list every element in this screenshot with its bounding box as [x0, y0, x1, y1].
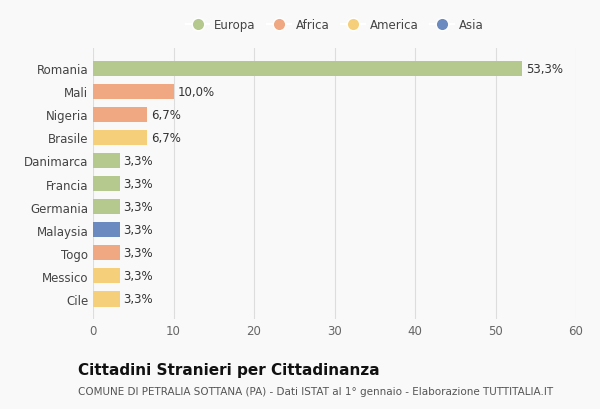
Bar: [93, 292, 119, 307]
Text: 3,3%: 3,3%: [124, 270, 153, 283]
Text: COMUNE DI PETRALIA SOTTANA (PA) - Dati ISTAT al 1° gennaio - Elaborazione TUTTIT: COMUNE DI PETRALIA SOTTANA (PA) - Dati I…: [78, 387, 553, 396]
Bar: [93, 200, 119, 215]
Text: 53,3%: 53,3%: [526, 62, 563, 75]
Text: 3,3%: 3,3%: [124, 155, 153, 168]
Bar: [93, 153, 119, 169]
Text: 6,7%: 6,7%: [151, 108, 181, 121]
Text: 3,3%: 3,3%: [124, 293, 153, 306]
Text: 3,3%: 3,3%: [124, 200, 153, 213]
Text: 10,0%: 10,0%: [178, 85, 215, 99]
Text: 3,3%: 3,3%: [124, 178, 153, 191]
Legend: Europa, Africa, America, Asia: Europa, Africa, America, Asia: [181, 14, 488, 37]
Bar: [93, 61, 522, 76]
Text: 6,7%: 6,7%: [151, 131, 181, 144]
Text: 3,3%: 3,3%: [124, 247, 153, 260]
Bar: [93, 130, 147, 146]
Bar: [93, 269, 119, 284]
Bar: [93, 246, 119, 261]
Text: 3,3%: 3,3%: [124, 224, 153, 237]
Text: Cittadini Stranieri per Cittadinanza: Cittadini Stranieri per Cittadinanza: [78, 362, 380, 377]
Bar: [93, 108, 147, 122]
Bar: [93, 84, 173, 99]
Bar: [93, 222, 119, 238]
Bar: [93, 177, 119, 191]
